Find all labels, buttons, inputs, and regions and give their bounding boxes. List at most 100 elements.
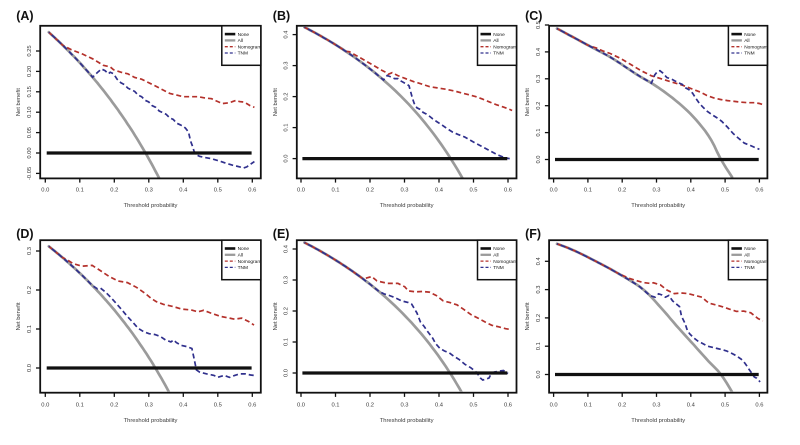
svg-text:(C): (C) bbox=[525, 9, 542, 23]
svg-text:0.4: 0.4 bbox=[536, 47, 542, 56]
svg-text:0.3: 0.3 bbox=[536, 75, 542, 83]
svg-text:TNM: TNM bbox=[744, 265, 754, 271]
svg-text:0.5: 0.5 bbox=[721, 188, 729, 194]
svg-text:0.3: 0.3 bbox=[652, 403, 660, 409]
svg-text:0.1: 0.1 bbox=[584, 403, 592, 409]
svg-text:TNM: TNM bbox=[744, 51, 754, 57]
svg-text:Net benefit: Net benefit bbox=[16, 88, 22, 116]
svg-text:Nomogram: Nomogram bbox=[744, 44, 768, 50]
svg-text:0.2: 0.2 bbox=[366, 188, 374, 194]
svg-text:Net benefit: Net benefit bbox=[525, 88, 531, 116]
svg-text:0.3: 0.3 bbox=[145, 188, 153, 194]
svg-text:0.1: 0.1 bbox=[584, 188, 592, 194]
svg-text:0.3: 0.3 bbox=[400, 403, 408, 409]
svg-text:0.5: 0.5 bbox=[214, 188, 222, 194]
svg-text:0.0: 0.0 bbox=[41, 403, 49, 409]
svg-text:0.20: 0.20 bbox=[27, 66, 33, 77]
svg-text:All: All bbox=[238, 253, 243, 259]
svg-text:0.2: 0.2 bbox=[284, 93, 290, 101]
svg-text:All: All bbox=[238, 38, 243, 44]
svg-text:Nomogram: Nomogram bbox=[493, 44, 517, 50]
svg-text:0.2: 0.2 bbox=[27, 286, 33, 294]
svg-text:Nomogram: Nomogram bbox=[238, 259, 262, 265]
svg-text:None: None bbox=[238, 32, 250, 38]
svg-text:0.6: 0.6 bbox=[755, 403, 763, 409]
svg-text:0.4: 0.4 bbox=[284, 244, 290, 253]
svg-text:0.0: 0.0 bbox=[41, 188, 49, 194]
svg-text:0.2: 0.2 bbox=[618, 403, 626, 409]
svg-text:0.5: 0.5 bbox=[469, 403, 477, 409]
svg-text:0.00: 0.00 bbox=[27, 147, 33, 158]
svg-text:0.2: 0.2 bbox=[536, 314, 542, 322]
svg-text:0.1: 0.1 bbox=[284, 338, 290, 346]
svg-text:Threshold probability: Threshold probability bbox=[631, 203, 685, 209]
svg-text:0.4: 0.4 bbox=[179, 403, 188, 409]
svg-text:0.15: 0.15 bbox=[27, 86, 33, 97]
svg-text:TNM: TNM bbox=[493, 265, 503, 271]
svg-text:0.6: 0.6 bbox=[248, 188, 256, 194]
svg-text:0.0: 0.0 bbox=[27, 364, 33, 372]
svg-text:0.3: 0.3 bbox=[284, 62, 290, 70]
svg-text:All: All bbox=[493, 38, 498, 44]
svg-text:(F): (F) bbox=[525, 227, 541, 241]
svg-text:Net benefit: Net benefit bbox=[273, 88, 279, 116]
svg-text:TNM: TNM bbox=[238, 51, 248, 57]
svg-text:0.4: 0.4 bbox=[687, 188, 696, 194]
svg-text:0.5: 0.5 bbox=[721, 403, 729, 409]
svg-text:0.1: 0.1 bbox=[331, 188, 339, 194]
svg-text:0.0: 0.0 bbox=[550, 403, 558, 409]
svg-text:0.2: 0.2 bbox=[110, 188, 118, 194]
svg-text:0.4: 0.4 bbox=[179, 188, 188, 194]
svg-text:TNM: TNM bbox=[238, 265, 248, 271]
svg-text:None: None bbox=[238, 246, 250, 252]
svg-text:0.0: 0.0 bbox=[536, 155, 542, 163]
svg-text:0.0: 0.0 bbox=[536, 370, 542, 378]
svg-text:0.1: 0.1 bbox=[76, 188, 84, 194]
svg-text:0.6: 0.6 bbox=[248, 403, 256, 409]
svg-text:0.2: 0.2 bbox=[366, 403, 374, 409]
svg-text:Threshold probability: Threshold probability bbox=[631, 418, 685, 424]
svg-text:Nomogram: Nomogram bbox=[744, 259, 768, 265]
svg-text:0.5: 0.5 bbox=[536, 21, 542, 29]
svg-text:0.3: 0.3 bbox=[652, 188, 660, 194]
svg-text:Threshold probability: Threshold probability bbox=[124, 418, 178, 424]
svg-text:0.3: 0.3 bbox=[284, 276, 290, 284]
svg-text:0.5: 0.5 bbox=[214, 403, 222, 409]
svg-text:Nomogram: Nomogram bbox=[238, 44, 262, 50]
svg-text:0.1: 0.1 bbox=[27, 325, 33, 333]
svg-text:None: None bbox=[744, 32, 756, 38]
svg-text:TNM: TNM bbox=[493, 51, 503, 57]
svg-text:0.0: 0.0 bbox=[284, 369, 290, 377]
svg-text:None: None bbox=[744, 246, 756, 252]
svg-text:0.1: 0.1 bbox=[536, 129, 542, 137]
svg-text:0.4: 0.4 bbox=[435, 188, 444, 194]
svg-text:(D): (D) bbox=[16, 227, 33, 241]
svg-text:0.3: 0.3 bbox=[400, 188, 408, 194]
svg-text:0.05: 0.05 bbox=[27, 127, 33, 138]
svg-text:0.1: 0.1 bbox=[536, 342, 542, 350]
svg-text:Net benefit: Net benefit bbox=[16, 302, 22, 330]
svg-text:0.2: 0.2 bbox=[618, 188, 626, 194]
svg-text:(E): (E) bbox=[273, 227, 290, 241]
svg-text:None: None bbox=[493, 32, 505, 38]
svg-text:(A): (A) bbox=[16, 9, 33, 23]
svg-text:0.3: 0.3 bbox=[145, 403, 153, 409]
svg-text:0.2: 0.2 bbox=[110, 403, 118, 409]
svg-text:0.4: 0.4 bbox=[284, 30, 290, 39]
svg-text:All: All bbox=[744, 38, 749, 44]
svg-text:0.3: 0.3 bbox=[536, 286, 542, 294]
svg-text:0.5: 0.5 bbox=[469, 188, 477, 194]
svg-text:0.10: 0.10 bbox=[27, 107, 33, 118]
svg-text:0.1: 0.1 bbox=[76, 403, 84, 409]
svg-text:Nomogram: Nomogram bbox=[493, 259, 517, 265]
svg-text:-0.05: -0.05 bbox=[27, 167, 33, 180]
svg-text:0.0: 0.0 bbox=[297, 188, 305, 194]
svg-text:0.1: 0.1 bbox=[331, 403, 339, 409]
svg-text:0.6: 0.6 bbox=[755, 188, 763, 194]
svg-text:Net benefit: Net benefit bbox=[525, 302, 531, 330]
svg-text:Threshold probability: Threshold probability bbox=[380, 203, 434, 209]
svg-text:0.4: 0.4 bbox=[435, 403, 444, 409]
svg-text:0.4: 0.4 bbox=[536, 256, 542, 265]
svg-text:Threshold probability: Threshold probability bbox=[124, 203, 178, 209]
svg-text:0.2: 0.2 bbox=[284, 307, 290, 315]
